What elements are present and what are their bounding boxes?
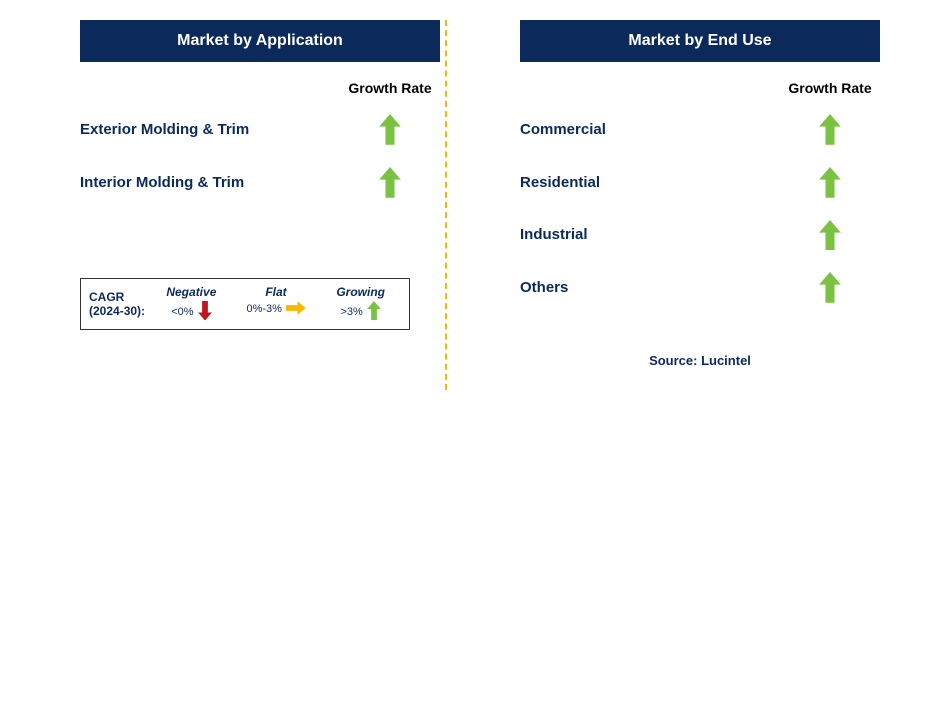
- row-label: Others: [520, 279, 780, 296]
- up-arrow-icon: [819, 167, 841, 198]
- legend-item: Negative <0%: [151, 285, 232, 324]
- up-arrow-icon: [379, 167, 401, 198]
- legend-box: CAGR (2024-30): Negative <0% Flat 0%-3% Gr…: [80, 278, 410, 331]
- down-arrow-icon: [198, 301, 212, 321]
- legend-arrow-row: <0%: [171, 301, 211, 324]
- legend-range: >3%: [341, 306, 363, 318]
- up-arrow-icon: [819, 114, 841, 145]
- row-label: Exterior Molding & Trim: [80, 121, 340, 138]
- legend-title: CAGR (2024-30):: [89, 290, 145, 319]
- legend-range: <0%: [171, 306, 193, 318]
- left-col-header: Growth Rate: [340, 80, 440, 96]
- legend-arrow: [198, 301, 212, 324]
- up-arrow-icon: [379, 114, 401, 145]
- growth-indicator: [340, 114, 440, 145]
- data-row: Others: [520, 272, 880, 303]
- growth-indicator: [780, 272, 880, 303]
- legend-arrow: [367, 301, 381, 324]
- legend-arrow-row: 0%-3%: [246, 301, 305, 318]
- legend-item: Flat 0%-3%: [236, 285, 317, 324]
- up-arrow-icon: [819, 272, 841, 303]
- right-arrow-icon: [286, 301, 306, 315]
- legend-items: Negative <0% Flat 0%-3% Growing >3%: [151, 285, 401, 324]
- up-arrow-icon: [367, 301, 381, 321]
- growth-indicator: [780, 220, 880, 251]
- left-panel: Market by Application Growth Rate Exteri…: [80, 20, 440, 368]
- row-label: Industrial: [520, 226, 780, 243]
- left-panel-title: Market by Application: [80, 20, 440, 62]
- legend-label: Negative: [166, 285, 216, 299]
- data-row: Residential: [520, 167, 880, 198]
- source-text: Source: Lucintel: [520, 353, 880, 368]
- legend-label: Flat: [265, 285, 286, 299]
- data-row: Interior Molding & Trim: [80, 167, 440, 198]
- right-col-header: Growth Rate: [780, 80, 880, 96]
- right-panel: Market by End Use Growth Rate Commercial…: [520, 20, 880, 368]
- panel-divider: [445, 20, 447, 390]
- up-arrow-icon: [819, 220, 841, 251]
- growth-indicator: [780, 167, 880, 198]
- growth-indicator: [780, 114, 880, 145]
- data-row: Commercial: [520, 114, 880, 145]
- legend-arrow: [286, 301, 306, 318]
- data-row: Exterior Molding & Trim: [80, 114, 440, 145]
- row-label: Residential: [520, 174, 780, 191]
- infographic-container: Market by Application Growth Rate Exteri…: [0, 0, 945, 368]
- legend-label: Growing: [336, 285, 385, 299]
- row-label: Interior Molding & Trim: [80, 174, 340, 191]
- right-panel-title: Market by End Use: [520, 20, 880, 62]
- legend-arrow-row: >3%: [341, 301, 381, 324]
- growth-indicator: [340, 167, 440, 198]
- data-row: Industrial: [520, 220, 880, 251]
- left-rows: Exterior Molding & Trim Interior Molding…: [80, 114, 440, 198]
- legend-range: 0%-3%: [246, 303, 281, 315]
- right-rows: Commercial Residential Industrial Others: [520, 114, 880, 303]
- row-label: Commercial: [520, 121, 780, 138]
- legend-item: Growing >3%: [320, 285, 401, 324]
